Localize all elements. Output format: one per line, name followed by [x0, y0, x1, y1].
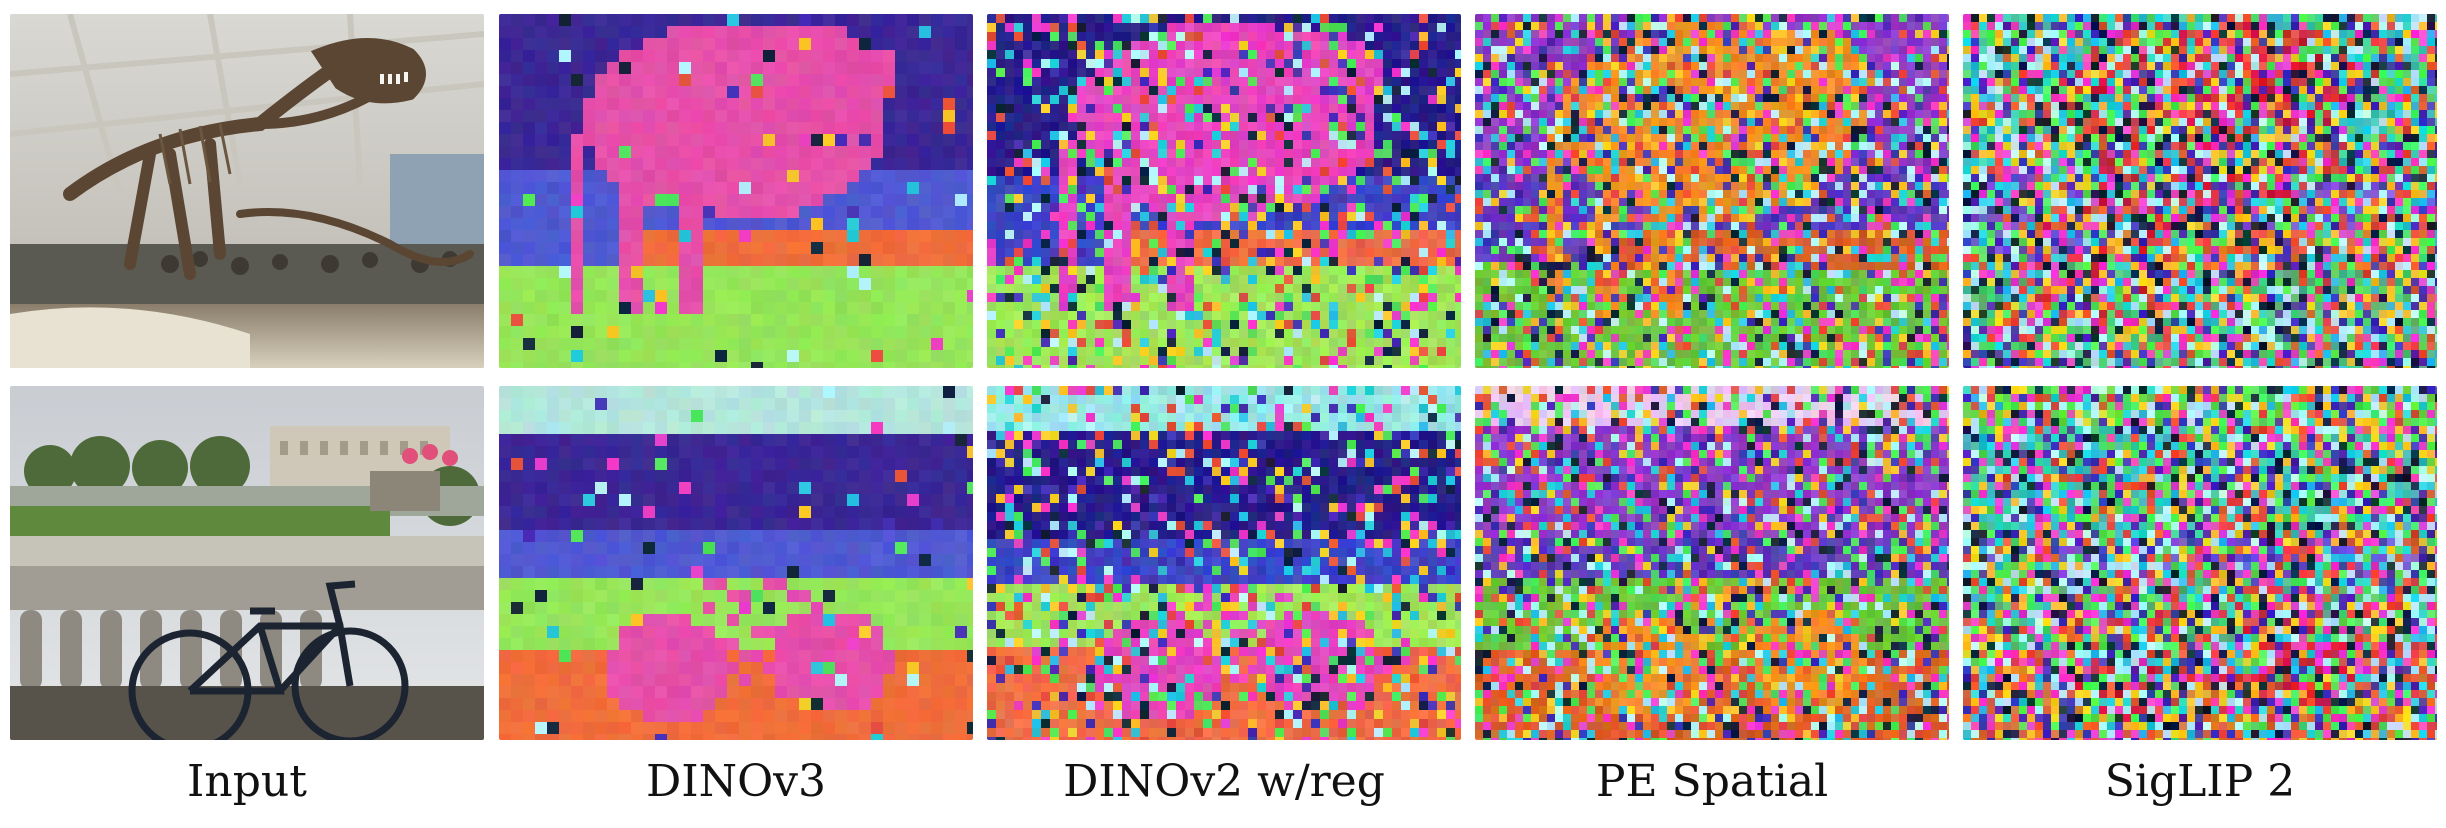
column-label-siglip2: SigLIP 2 — [2104, 756, 2296, 807]
siglip2-dinosaur-feature-map — [1963, 14, 2437, 368]
column-label-pe-spatial: PE Spatial — [1595, 756, 1829, 807]
siglip2-bicycle-feature-map — [1963, 386, 2437, 740]
column-label-dinov3: DINOv3 — [645, 756, 827, 807]
column-label-dinov2-reg: DINOv2 w/reg — [1063, 756, 1385, 807]
pe-spatial-bicycle-feature-map — [1475, 386, 1949, 740]
input-bicycle-photo — [10, 386, 484, 740]
pe-spatial-dinosaur-feature-map — [1475, 14, 1949, 368]
column-label-input: Input — [187, 756, 307, 807]
dinov2-reg-dinosaur-feature-map — [987, 14, 1461, 368]
input-dinosaur-photo — [10, 14, 484, 368]
dinov2-reg-bicycle-feature-map — [987, 386, 1461, 740]
dinov3-dinosaur-feature-map — [499, 14, 973, 368]
dinov3-bicycle-feature-map — [499, 386, 973, 740]
